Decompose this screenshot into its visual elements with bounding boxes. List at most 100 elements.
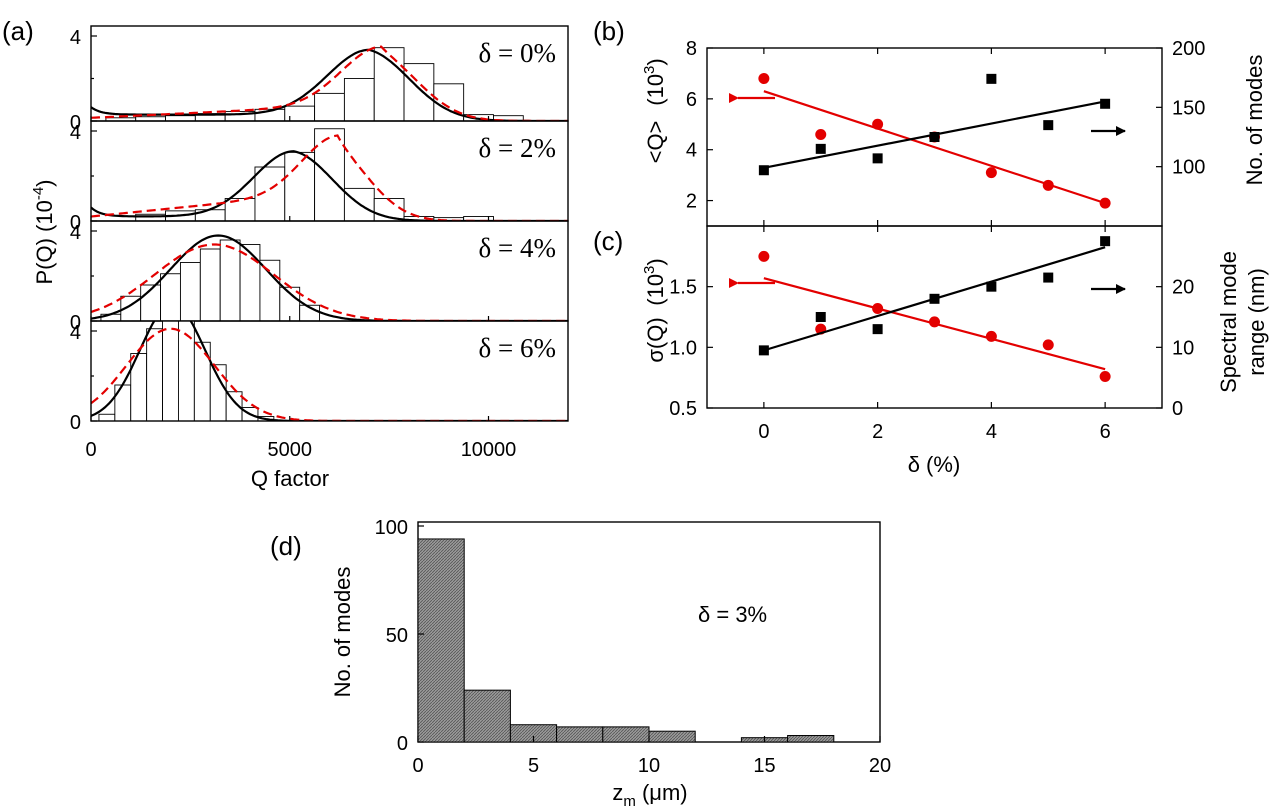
data-point-circle [872,118,884,130]
y-tick-label: 50 [386,625,408,647]
data-point-circle [872,303,884,315]
y-tick-label: 0 [70,112,81,134]
hist-bar [160,273,181,321]
panel-b-left-unit-close: ) [643,58,668,65]
panel-d-xlabel-sub: m [623,793,636,810]
x-tick-label: 20 [869,755,891,777]
hist-bar [602,726,650,743]
data-point-square [929,132,940,142]
hist-bar [98,413,116,421]
subplot-annotation: δ = 6% [479,333,556,363]
x-tick-label: 0 [85,439,96,461]
data-point-circle [758,250,770,262]
subplot-1: 0 4 δ = 2% [70,120,569,234]
y-tick-label: 0 [397,733,408,755]
x-tick-label: 0 [758,421,769,443]
panel-d-label: (d) [270,531,302,561]
data-point-square [872,153,883,164]
left-tick-label: 2 [686,191,697,213]
data-point-square [1043,120,1054,131]
left-tick-label: 8 [686,38,697,60]
hist-bar [225,391,243,421]
panel-b-ticks: 2 4 6 8 100 150 200 [686,38,1205,226]
subplot-annotation: δ = 4% [479,233,556,263]
data-point-square [1100,98,1111,109]
right-tick-label: 100 [1172,157,1205,179]
subplot-frame [90,320,569,422]
right-tick-label: 10 [1172,337,1194,359]
panel-c-label: (c) [593,226,623,256]
right-tick-label: 200 [1172,38,1205,60]
data-point-circle [985,167,997,179]
right-tick-label: 150 [1172,97,1205,119]
panel-b: (b) 2 4 6 8 100 150 200 <Q> (103) No. of modes [593,16,1267,227]
data-point-square [929,293,940,304]
y-tick-label: 4 [70,27,81,49]
y-tick-label: 0 [70,312,81,334]
data-point-circle [1099,370,1111,382]
panel-c-left-unit-text: (10 [643,274,668,306]
subplot-0-clip [91,45,568,121]
data-point-square [758,165,769,176]
fit-solid-line [91,234,568,321]
right-tick-label: 0 [1172,398,1183,420]
left-tick-label: 1.5 [669,277,697,299]
panel-d-xlabel-text: z [612,780,623,805]
panel-a-ylabel-close: ) [32,179,57,186]
panel-c-left-unit-exp: 3 [641,266,658,274]
hist-bar [146,328,163,421]
hist-bar [314,128,345,221]
left-tick-label: 1.0 [669,337,697,359]
panel-d-ticks: 0 5 10 15 20 0 50 100 [375,517,892,777]
panel-d-bars [417,538,835,743]
hist-bar [787,735,835,743]
x-tick-label: 10000 [461,439,517,461]
subplot-0: 0 4 δ = 0% [70,25,569,134]
hist-bar [463,216,494,221]
data-point-circle [1042,339,1054,351]
hist-bar [343,78,375,121]
subplot-3-clip [91,321,568,421]
panel-c-xlabel: δ (%) [908,452,961,477]
subplot-2: 0 4 δ = 4% [70,220,569,334]
panel-a-xlabel: Q factor [251,466,329,491]
data-point-circle [929,316,940,328]
fit-line [763,90,1106,205]
data-point-square [1043,272,1054,283]
panel-a-ylabel: P(Q) (10-4) [30,179,57,284]
x-tick-label: 2 [872,421,883,443]
subplot-3: 0 4 δ = 6% [70,320,569,434]
hist-bar [219,239,241,321]
hist-bar [165,115,196,121]
subplot-2-clip [91,234,568,321]
panel-c-left-unit: (103) [641,258,668,305]
panel-d-ylabel: No. of modes [330,567,355,698]
hist-bar [284,151,316,221]
hist-bar [209,364,227,421]
panel-b-right-label-text: No. of modes [1242,55,1267,186]
y-tick-label: 100 [375,517,408,539]
data-point-square [815,143,826,154]
svg-text:(103): (103) [641,258,668,305]
subplot-annotation: δ = 2% [479,133,556,163]
panel-a: (a) 04 δ = 0%04 δ = 2%04 δ = 4%04 δ = 6%0 500… [2,16,569,491]
data-point-circle [758,73,770,85]
data-point-circle [1099,197,1111,209]
data-point-square [986,73,997,84]
subplot-annotation: δ = 0% [479,38,556,68]
panel-c-right-label-1: Spectral mode [1216,251,1241,393]
hist-bar [259,259,281,321]
panel-c-left-label: σ(Q) [643,317,668,362]
data-point-circle [1042,179,1054,191]
x-tick-label: 15 [753,755,775,777]
x-tick-label: 10 [638,755,660,777]
x-tick-label: 5 [528,755,539,777]
left-tick-label: 6 [686,89,697,111]
panel-d-xlabel-unit: (μm) [636,780,688,805]
panel-a-ylabel-text: P(Q) (10 [32,200,57,284]
panel-c-left-unit-close: ) [643,258,668,265]
right-tick-label: 20 [1172,277,1194,299]
x-tick-label: 6 [1100,421,1111,443]
panel-c-right-label-2: range (nm) [1244,268,1269,376]
